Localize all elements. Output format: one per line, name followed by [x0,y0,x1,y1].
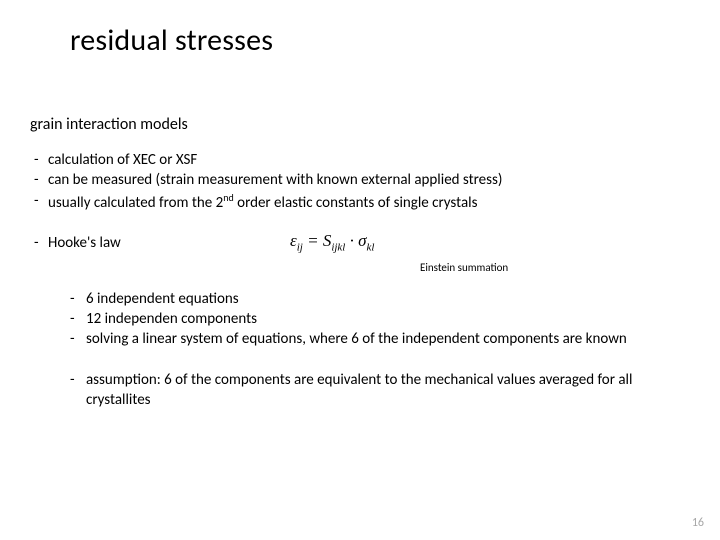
top-bullet-list: calculation of XEC or XSF can be measure… [30,150,690,213]
bullet-item: usually calculated from the 2nd order el… [30,191,690,213]
nested-bullet-list: 6 independent equations 12 independen co… [66,289,690,350]
bullet-item: can be measured (strain measurement with… [30,170,690,190]
slide: residual stresses grain interaction mode… [0,0,720,540]
formula-sigma-sub: kl [367,241,375,253]
section-heading: grain interaction models [30,115,690,134]
hooke-label: Hooke's law [30,234,121,252]
bullet-item: assumption: 6 of the components are equi… [66,370,690,411]
bullet-item: solving a linear system of equations, wh… [66,329,690,349]
formula-S-sub: ijkl [331,241,345,253]
bullet-item: 12 independen components [66,309,690,329]
hooke-formula: εij = Sijkl · σkl [290,231,374,253]
page-number: 16 [692,516,704,530]
einstein-note: Einstein summation [420,261,508,274]
formula-eq: = [303,231,323,250]
superscript: nd [223,191,234,204]
hooke-row: Hooke's law εij = Sijkl · σkl Einstein s… [30,233,690,259]
bullet-text-pre: usually calculated from the 2 [48,194,223,212]
assumption-bullet-list: assumption: 6 of the components are equi… [66,370,690,411]
formula-dot: · [345,231,358,250]
slide-title: residual stresses [70,22,690,59]
bullet-item: calculation of XEC or XSF [30,150,690,170]
formula-sigma: σ [358,231,366,250]
bullet-item: 6 independent equations [66,289,690,309]
bullet-text-post: order elastic constants of single crysta… [234,194,478,212]
formula-eps: ε [290,231,297,250]
